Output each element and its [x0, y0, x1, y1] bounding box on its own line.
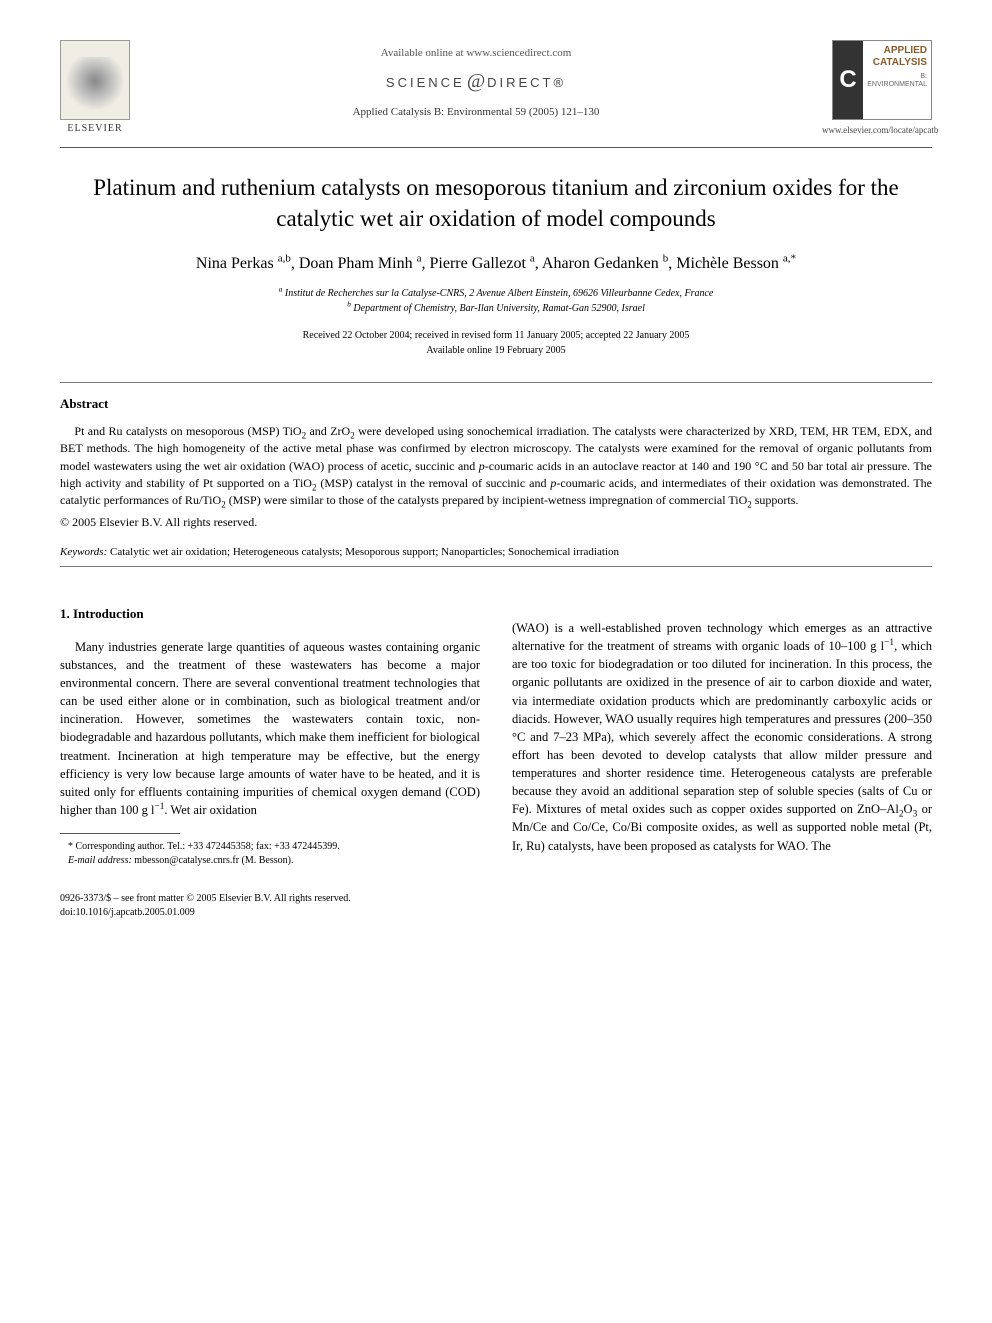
keywords-label: Keywords: — [60, 546, 107, 558]
corresponding-author-footnote: * Corresponding author. Tel.: +33 472445… — [60, 840, 480, 854]
journal-cover-block: C APPLIED CATALYSIS B: ENVIRONMENTAL www… — [822, 40, 932, 137]
keywords: Keywords: Catalytic wet air oxidation; H… — [60, 545, 932, 560]
sciencedirect-right: DIRECT® — [487, 75, 566, 90]
email-label: E-mail address: — [68, 855, 132, 866]
journal-url: www.elsevier.com/locate/apcatb — [822, 124, 932, 137]
abstract-copyright: © 2005 Elsevier B.V. All rights reserved… — [60, 514, 932, 531]
page-header: ELSEVIER Available online at www.science… — [60, 40, 932, 137]
received-date: Received 22 October 2004; received in re… — [60, 328, 932, 343]
email-value: mbesson@catalyse.cnrs.fr (M. Besson). — [134, 855, 293, 866]
online-date: Available online 19 February 2005 — [60, 343, 932, 358]
elsevier-tree-icon — [61, 57, 129, 117]
affiliations: a Institut de Recherches sur la Catalyse… — [60, 286, 932, 316]
abstract-heading: Abstract — [60, 395, 932, 413]
at-icon: @ — [467, 70, 485, 92]
body-columns: 1. Introduction Many industries generate… — [60, 579, 932, 868]
sciencedirect-logo: SCIENCE@DIRECT® — [130, 67, 822, 95]
header-rule — [60, 147, 932, 148]
header-center: Available online at www.sciencedirect.co… — [130, 40, 822, 121]
article-dates: Received 22 October 2004; received in re… — [60, 328, 932, 358]
abstract-text: Pt and Ru catalysts on mesoporous (MSP) … — [60, 423, 932, 510]
abstract-top-rule — [60, 382, 932, 383]
elsevier-label: ELSEVIER — [60, 122, 130, 136]
abstract-bottom-rule — [60, 566, 932, 567]
journal-cover-title2: B: ENVIRONMENTAL — [867, 73, 927, 90]
elsevier-logo: ELSEVIER — [60, 40, 130, 136]
affiliation-b: b Department of Chemistry, Bar-Ilan Univ… — [60, 301, 932, 316]
issn-line: 0926-3373/$ – see front matter © 2005 El… — [60, 892, 932, 906]
section-1-heading: 1. Introduction — [60, 605, 480, 624]
journal-cover-letter: C — [833, 41, 863, 119]
email-footnote: E-mail address: mbesson@catalyse.cnrs.fr… — [60, 854, 480, 868]
article-title: Platinum and ruthenium catalysts on meso… — [80, 172, 912, 234]
journal-cover-title1: APPLIED CATALYSIS — [867, 45, 927, 69]
body-column-left: 1. Introduction Many industries generate… — [60, 579, 480, 868]
journal-cover: C APPLIED CATALYSIS B: ENVIRONMENTAL — [832, 40, 932, 120]
available-online-text: Available online at www.sciencedirect.co… — [130, 46, 822, 61]
affiliation-a: a Institut de Recherches sur la Catalyse… — [60, 286, 932, 301]
journal-reference: Applied Catalysis B: Environmental 59 (2… — [130, 105, 822, 120]
intro-paragraph-right: (WAO) is a well-established proven techn… — [512, 619, 932, 855]
footnote-separator — [60, 833, 180, 834]
keywords-text: Catalytic wet air oxidation; Heterogeneo… — [110, 546, 619, 558]
authors: Nina Perkas a,b, Doan Pham Minh a, Pierr… — [60, 252, 932, 276]
doi-line: doi:10.1016/j.apcatb.2005.01.009 — [60, 906, 932, 920]
sciencedirect-left: SCIENCE — [386, 75, 465, 90]
page-footer: 0926-3373/$ – see front matter © 2005 El… — [60, 892, 932, 920]
body-column-right: (WAO) is a well-established proven techn… — [512, 579, 932, 868]
intro-paragraph-left: Many industries generate large quantitie… — [60, 638, 480, 819]
